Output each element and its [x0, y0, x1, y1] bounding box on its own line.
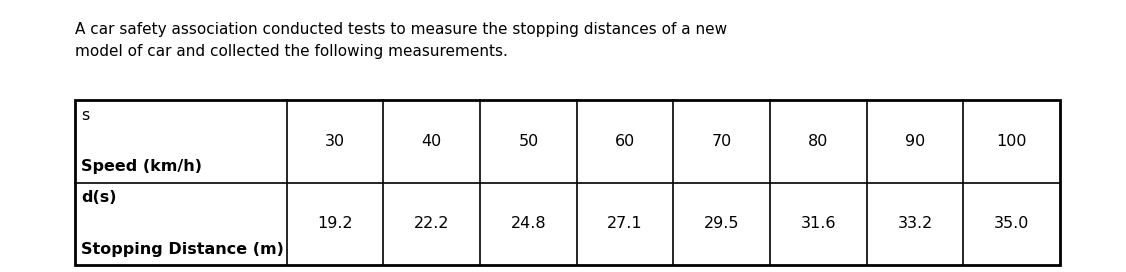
Text: 70: 70: [712, 134, 732, 149]
Text: 50: 50: [518, 134, 538, 149]
Text: 40: 40: [421, 134, 441, 149]
Text: 19.2: 19.2: [318, 216, 352, 231]
Text: 27.1: 27.1: [607, 216, 643, 231]
Text: Stopping Distance (m): Stopping Distance (m): [81, 242, 284, 257]
Text: 60: 60: [615, 134, 635, 149]
Text: 33.2: 33.2: [897, 216, 932, 231]
Text: A car safety association conducted tests to measure the stopping distances of a : A car safety association conducted tests…: [75, 22, 727, 59]
Text: s: s: [81, 108, 89, 123]
Text: 100: 100: [997, 134, 1027, 149]
Text: 35.0: 35.0: [994, 216, 1029, 231]
Text: 29.5: 29.5: [704, 216, 740, 231]
Text: 80: 80: [808, 134, 829, 149]
Text: Speed (km/h): Speed (km/h): [81, 159, 202, 175]
Text: 30: 30: [325, 134, 346, 149]
Text: 24.8: 24.8: [510, 216, 546, 231]
Text: 31.6: 31.6: [801, 216, 837, 231]
Text: 90: 90: [905, 134, 926, 149]
Bar: [75, 100, 1060, 265]
Text: d(s): d(s): [81, 190, 116, 206]
Text: 22.2: 22.2: [414, 216, 449, 231]
